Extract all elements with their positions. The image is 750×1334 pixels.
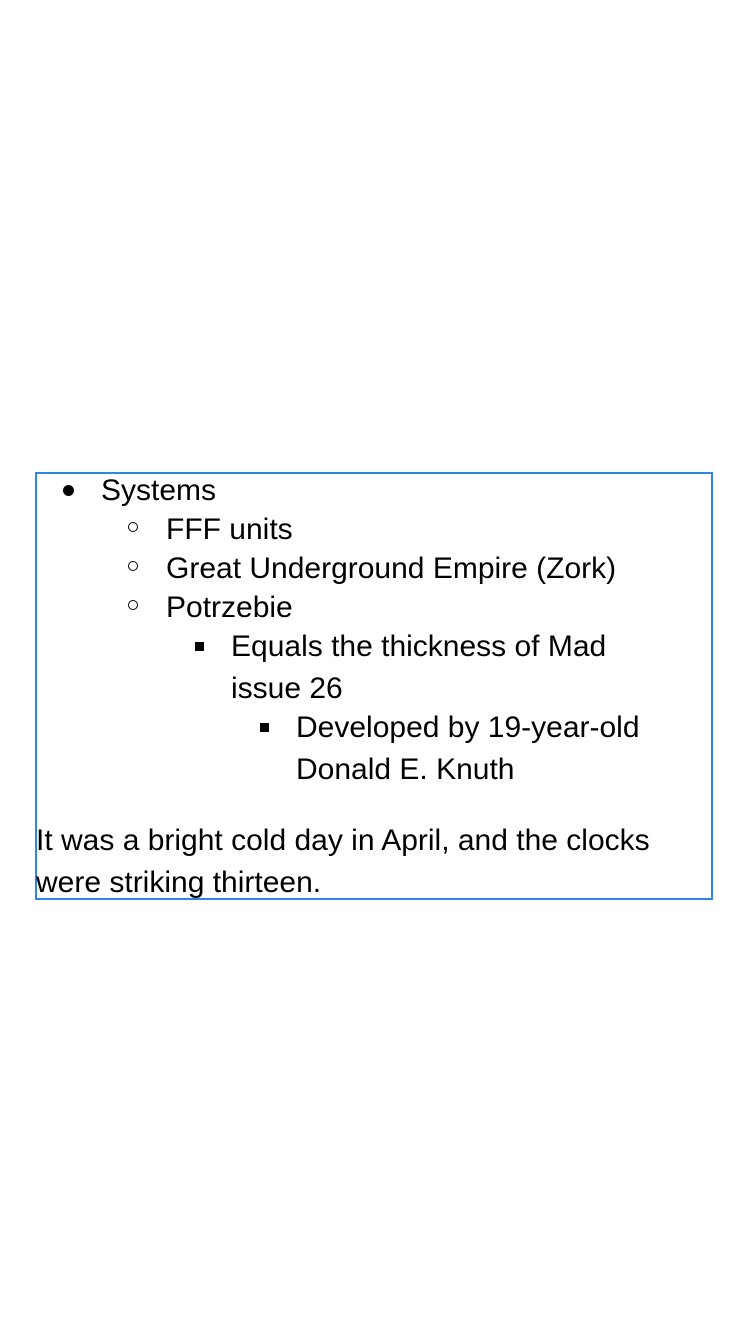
paragraph-line2: were striking thirteen. bbox=[36, 866, 322, 899]
list-item-developed-by-line1: Developed by 19-year-old bbox=[296, 711, 640, 744]
list-item-systems: Systems bbox=[101, 474, 217, 507]
list-item-equals-thickness-line2: issue 26 bbox=[231, 672, 343, 705]
list-item-potrzebie: Potrzebie bbox=[166, 591, 293, 624]
list-item-great-underground-empire: Great Underground Empire (Zork) bbox=[166, 552, 617, 585]
circle-bullet-icon bbox=[128, 522, 138, 532]
selected-content-box[interactable] bbox=[35, 472, 713, 900]
disc-bullet-icon bbox=[63, 485, 74, 496]
list-item-equals-thickness-line1: Equals the thickness of Mad bbox=[231, 630, 607, 663]
square-bullet-icon bbox=[260, 723, 269, 732]
square-bullet-icon bbox=[195, 642, 204, 651]
paragraph-line1: It was a bright cold day in April, and t… bbox=[36, 824, 650, 857]
circle-bullet-icon bbox=[128, 600, 138, 610]
list-item-fff-units: FFF units bbox=[166, 513, 293, 546]
circle-bullet-icon bbox=[128, 561, 138, 571]
list-item-developed-by-line2: Donald E. Knuth bbox=[296, 753, 515, 786]
